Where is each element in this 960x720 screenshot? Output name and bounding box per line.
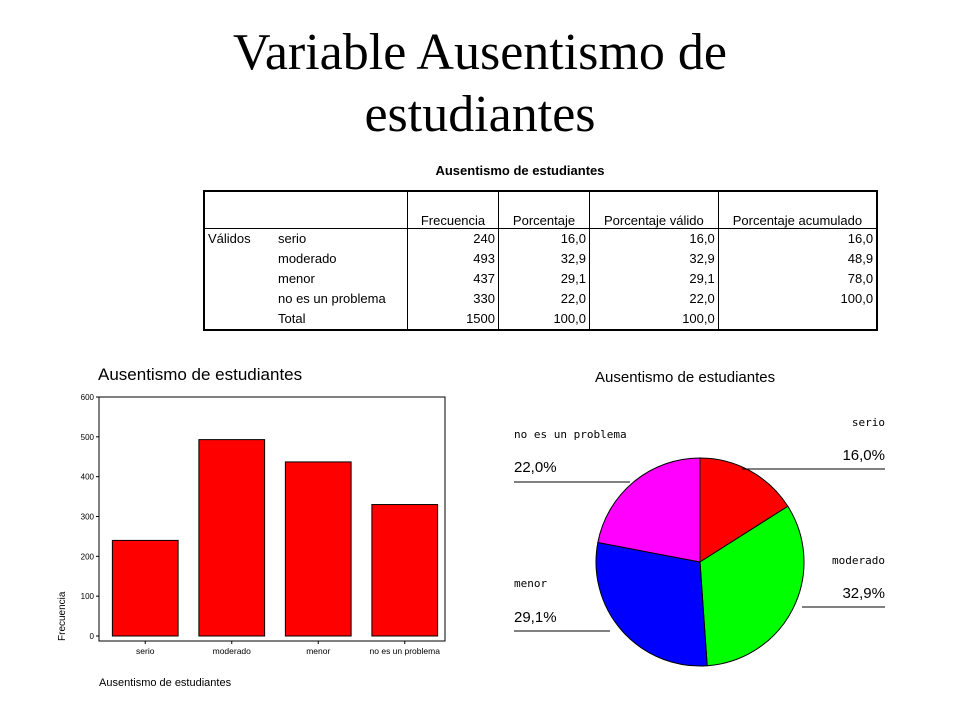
corner-cell — [275, 190, 408, 229]
title-line-2: estudiantes — [364, 86, 596, 143]
table-row: moderado 493 32,9 32,9 48,9 — [203, 249, 879, 269]
bar-x-axis-label: Ausentismo de estudiantes — [99, 677, 232, 689]
cell-porcentaje-valido: 22,0 — [589, 289, 719, 309]
bar-x-axis: serio moderado menor no es un problema — [136, 641, 440, 656]
frequency-table: Frecuencia Porcentaje Porcentaje válido … — [203, 190, 879, 331]
table-row: Válidos serio 240 16,0 16,0 16,0 — [203, 228, 879, 249]
cell-porcentaje: 32,9 — [498, 249, 590, 269]
table-header-row: Frecuencia Porcentaje Porcentaje válido … — [203, 190, 879, 229]
bar-y-tick-label: 300 — [81, 513, 95, 522]
pie-chart: Ausentismo de estudiantes serio 16,0% mo… — [514, 369, 885, 667]
bar-y-tick-label: 500 — [81, 433, 95, 442]
header-porcentaje: Porcentaje — [498, 190, 590, 229]
cell-porcentaje-valido: 32,9 — [589, 249, 719, 269]
group-spacer — [203, 289, 275, 309]
bar-series — [111, 439, 439, 637]
pie-slice — [595, 541, 708, 667]
cell-porcentaje-acumulado: 48,9 — [718, 249, 879, 269]
bar-y-tick-label: 600 — [81, 393, 95, 402]
table-row: no es un problema 330 22,0 22,0 100,0 — [203, 289, 879, 309]
cell-porcentaje-acumulado: 16,0 — [718, 228, 879, 249]
bar-chart: Ausentismo de estudiantes 0 100 200 300 400 5… — [57, 365, 446, 689]
bar-y-axis-label: Frecuencia — [57, 591, 68, 641]
bar-y-tick-label: 100 — [81, 592, 95, 601]
bar — [371, 504, 439, 637]
pie-label: menor — [514, 577, 547, 590]
table-caption: Ausentismo de estudiantes — [435, 163, 605, 178]
bar-x-tick-label: menor — [306, 646, 330, 656]
bar-x-tick-label: serio — [136, 646, 155, 656]
cell-frecuencia: 1500 — [407, 309, 499, 331]
pie-label: serio — [852, 416, 885, 429]
cell-frecuencia: 240 — [407, 228, 499, 249]
bar-y-tick-label: 200 — [81, 552, 95, 561]
pie-slice — [699, 505, 805, 667]
bar — [111, 539, 179, 637]
bar-chart-title: Ausentismo de estudiantes — [98, 365, 302, 384]
cell-porcentaje-acumulado: 78,0 — [718, 269, 879, 289]
cell-porcentaje-valido: 16,0 — [589, 228, 719, 249]
slide-title: Variable Ausentismo de estudiantes — [0, 22, 960, 146]
cell-frecuencia: 493 — [407, 249, 499, 269]
bar-x-tick-label: no es un problema — [370, 646, 441, 656]
row-label: menor — [275, 269, 408, 289]
pie-value-label: 29,1% — [514, 609, 557, 626]
cell-porcentaje: 16,0 — [498, 228, 590, 249]
cell-porcentaje-acumulado — [718, 309, 879, 331]
pie-callout-no-es-un-problema: no es un problema 22,0% — [514, 428, 630, 483]
row-label: moderado — [275, 249, 408, 269]
bar — [198, 439, 266, 637]
bar — [284, 461, 352, 637]
table-row: Total 1500 100,0 100,0 — [203, 309, 879, 331]
row-label: no es un problema — [275, 289, 408, 309]
row-label: serio — [275, 228, 408, 249]
cell-frecuencia: 330 — [407, 289, 499, 309]
pie-callout-moderado: moderado 32,9% — [802, 554, 885, 608]
table-row: menor 437 29,1 29,1 78,0 — [203, 269, 879, 289]
group-spacer — [203, 269, 275, 289]
pie-callout-serio: serio 16,0% — [742, 416, 885, 470]
header-porcentaje-acumulado: Porcentaje acumulado — [718, 190, 879, 229]
group-label: Válidos — [203, 228, 275, 249]
corner-cell — [203, 190, 275, 229]
cell-porcentaje-acumulado: 100,0 — [718, 289, 879, 309]
cell-porcentaje-valido: 29,1 — [589, 269, 719, 289]
bar-y-tick-label: 400 — [81, 473, 95, 482]
group-spacer — [203, 309, 275, 331]
pie-slices — [595, 457, 805, 667]
group-spacer — [203, 249, 275, 269]
title-line-1: Variable Ausentismo de — [233, 24, 727, 81]
bar-x-tick-label: moderado — [213, 646, 252, 656]
bar-y-tick-label: 0 — [90, 632, 95, 641]
pie-value-label: 32,9% — [842, 585, 885, 602]
cell-porcentaje: 29,1 — [498, 269, 590, 289]
pie-value-label: 22,0% — [514, 459, 557, 476]
bar-y-axis: 0 100 200 300 400 500 600 — [81, 393, 99, 641]
row-label: Total — [275, 309, 408, 331]
pie-label: moderado — [832, 554, 885, 567]
pie-value-label: 16,0% — [842, 447, 885, 464]
pie-callout-menor: menor 29,1% — [514, 577, 610, 632]
pie-chart-title: Ausentismo de estudiantes — [595, 369, 775, 386]
header-frecuencia: Frecuencia — [407, 190, 499, 229]
pie-slice — [699, 457, 789, 563]
cell-frecuencia: 437 — [407, 269, 499, 289]
cell-porcentaje-valido: 100,0 — [589, 309, 719, 331]
bar-plot-frame — [98, 396, 446, 642]
cell-porcentaje: 22,0 — [498, 289, 590, 309]
pie-label: no es un problema — [514, 428, 627, 441]
pie-slice — [597, 457, 701, 563]
header-porcentaje-valido: Porcentaje válido — [589, 190, 719, 229]
cell-porcentaje: 100,0 — [498, 309, 590, 331]
